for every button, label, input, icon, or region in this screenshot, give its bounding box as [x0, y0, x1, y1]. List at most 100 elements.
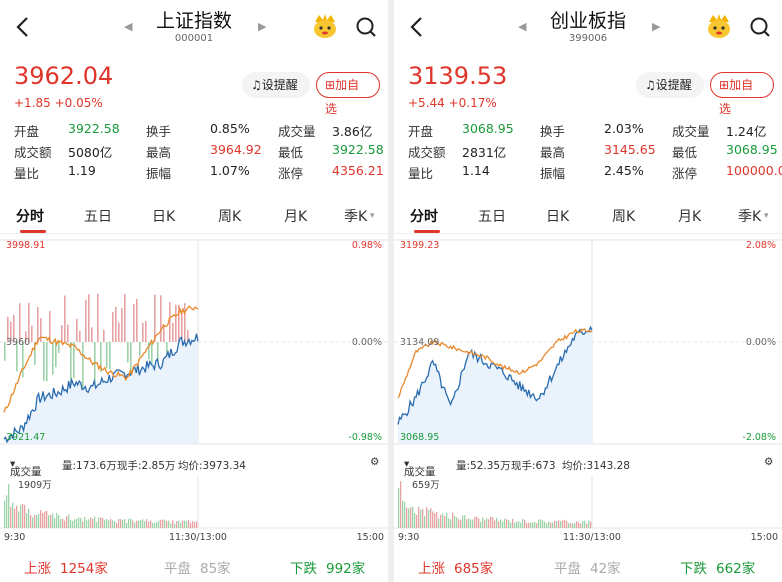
volume-bar: [400, 481, 402, 528]
axis-label-bot-pct: -0.98%: [348, 432, 382, 443]
prev-arrow-icon[interactable]: ◀: [124, 20, 133, 33]
volume-bar: [430, 508, 432, 528]
volume-bar: [506, 519, 508, 528]
volume-bar: [88, 519, 90, 528]
volume-bar: [176, 521, 178, 528]
volume-bar: [572, 523, 574, 528]
stats-row: 成交额 2831亿 最高 3145.65 最低 3068.95: [408, 139, 778, 160]
tab-3[interactable]: 周K: [218, 209, 242, 225]
stat-value: 3964.92: [210, 142, 262, 157]
settings-icon[interactable]: ⚙: [370, 456, 380, 468]
stat-value: 5080亿: [68, 145, 113, 160]
volume-bar: [464, 515, 466, 528]
price-line: [3, 333, 199, 444]
volume-bar: [180, 522, 182, 528]
price-area: [4, 333, 198, 444]
tab-0[interactable]: 分时: [410, 209, 438, 225]
volume-bar: [24, 504, 26, 528]
volume-bar: [38, 514, 40, 528]
back-icon[interactable]: [406, 12, 428, 42]
tab-2[interactable]: 日K: [546, 209, 570, 225]
stats-row: 量比 1.14 振幅 2.45% 涨停 100000.0: [408, 160, 782, 181]
mascot-icon[interactable]: [706, 13, 732, 39]
volume-bar: [142, 519, 144, 528]
volume-bar: [540, 519, 542, 528]
header: ◀ ▶ 创业板指 399006: [394, 0, 782, 58]
stats-grid: 开盘 3068.95 换手 2.03% 成交量 1.24亿 成交额 2831亿 最高 3145.6…: [408, 118, 782, 181]
volume-bar: [110, 518, 112, 528]
volume-bar: [514, 522, 516, 528]
volume-bar: [544, 521, 546, 528]
plus-square-icon: ⊞: [325, 78, 336, 92]
breadth-bar: [10, 321, 12, 342]
tab-3[interactable]: 周K: [612, 209, 636, 225]
volume-bar: [4, 500, 6, 528]
volume-bar: [76, 519, 78, 528]
stat-label: 成交额: [408, 145, 446, 160]
axis-label-bot-pct: -2.08%: [742, 432, 776, 443]
page-title: 创业板指: [549, 10, 626, 32]
stat-label: 量比: [14, 166, 40, 181]
volume-bar: [64, 520, 66, 528]
tab-1[interactable]: 五日: [478, 209, 506, 225]
tab-4[interactable]: 月K: [678, 209, 702, 225]
set-reminder-button[interactable]: ♫设提醒: [242, 72, 310, 98]
add-watchlist-button[interactable]: ⊞加自选: [316, 72, 380, 116]
volume-bar: [482, 517, 484, 528]
volume-bar: [82, 521, 84, 528]
breadth-bar: [76, 318, 78, 342]
volume-bar: [426, 507, 428, 528]
prev-arrow-icon[interactable]: ◀: [518, 20, 527, 33]
current-price: 3962.04: [14, 62, 114, 90]
search-icon[interactable]: [749, 16, 771, 38]
volume-bar: [192, 521, 194, 528]
back-icon[interactable]: [12, 12, 34, 42]
intraday-chart[interactable]: 3998.91 0.98% 3960 0.00% 3921.47 -0.98%: [0, 234, 388, 454]
tab-1[interactable]: 五日: [84, 209, 112, 225]
chevron-down-icon[interactable]: ▾: [764, 211, 769, 221]
tab-0[interactable]: 分时: [16, 209, 44, 225]
tab-5[interactable]: 季K: [738, 209, 762, 225]
volume-bar: [80, 517, 82, 528]
volume-bar: [166, 521, 168, 528]
volume-bar: [478, 518, 480, 528]
volume-bar: [584, 520, 586, 528]
volume-bar: [16, 505, 18, 528]
volume-bar: [548, 521, 550, 528]
next-arrow-icon[interactable]: ▶: [652, 20, 661, 33]
volume-bar: [564, 519, 566, 528]
breadth-bar: [85, 299, 87, 342]
indicator-selector[interactable]: 成交量 ▾: [404, 458, 436, 478]
volume-bar: [122, 519, 124, 528]
intraday-chart[interactable]: 3199.23 2.08% 3134.09 0.00% 3068.95 -2.08%: [394, 234, 782, 454]
volume-bar: [30, 515, 32, 528]
volume-bar: [558, 520, 560, 528]
settings-icon[interactable]: ⚙: [764, 456, 774, 468]
tab-5[interactable]: 季K: [344, 209, 368, 225]
volume-bar: [146, 519, 148, 528]
volume-bar: [72, 520, 74, 528]
volume-bar: [424, 515, 426, 528]
volume-bar: [186, 520, 188, 528]
indicator-selector[interactable]: 成交量 ▾: [10, 458, 42, 478]
set-reminder-button[interactable]: ♫设提醒: [636, 72, 704, 98]
breadth-bar: [25, 331, 27, 342]
add-watchlist-button[interactable]: ⊞加自选: [710, 72, 774, 116]
volume-bar: [582, 520, 584, 528]
search-icon[interactable]: [355, 16, 377, 38]
current-price: 3139.53: [408, 62, 508, 90]
stat-value: 3922.58: [68, 121, 120, 136]
chevron-down-icon[interactable]: ▾: [370, 211, 375, 221]
breadth-bar: [106, 342, 108, 369]
volume-bar: [420, 509, 422, 528]
tab-2[interactable]: 日K: [152, 209, 176, 225]
volume-bar: [398, 488, 400, 528]
volume-bar: [148, 522, 150, 528]
next-arrow-icon[interactable]: ▶: [258, 20, 267, 33]
time-label: 15:00: [357, 532, 384, 543]
volume-bar: [562, 520, 564, 528]
tab-4[interactable]: 月K: [284, 209, 308, 225]
mascot-icon[interactable]: [312, 13, 338, 39]
volume-bar: [494, 520, 496, 528]
breadth-bar: [19, 303, 21, 342]
